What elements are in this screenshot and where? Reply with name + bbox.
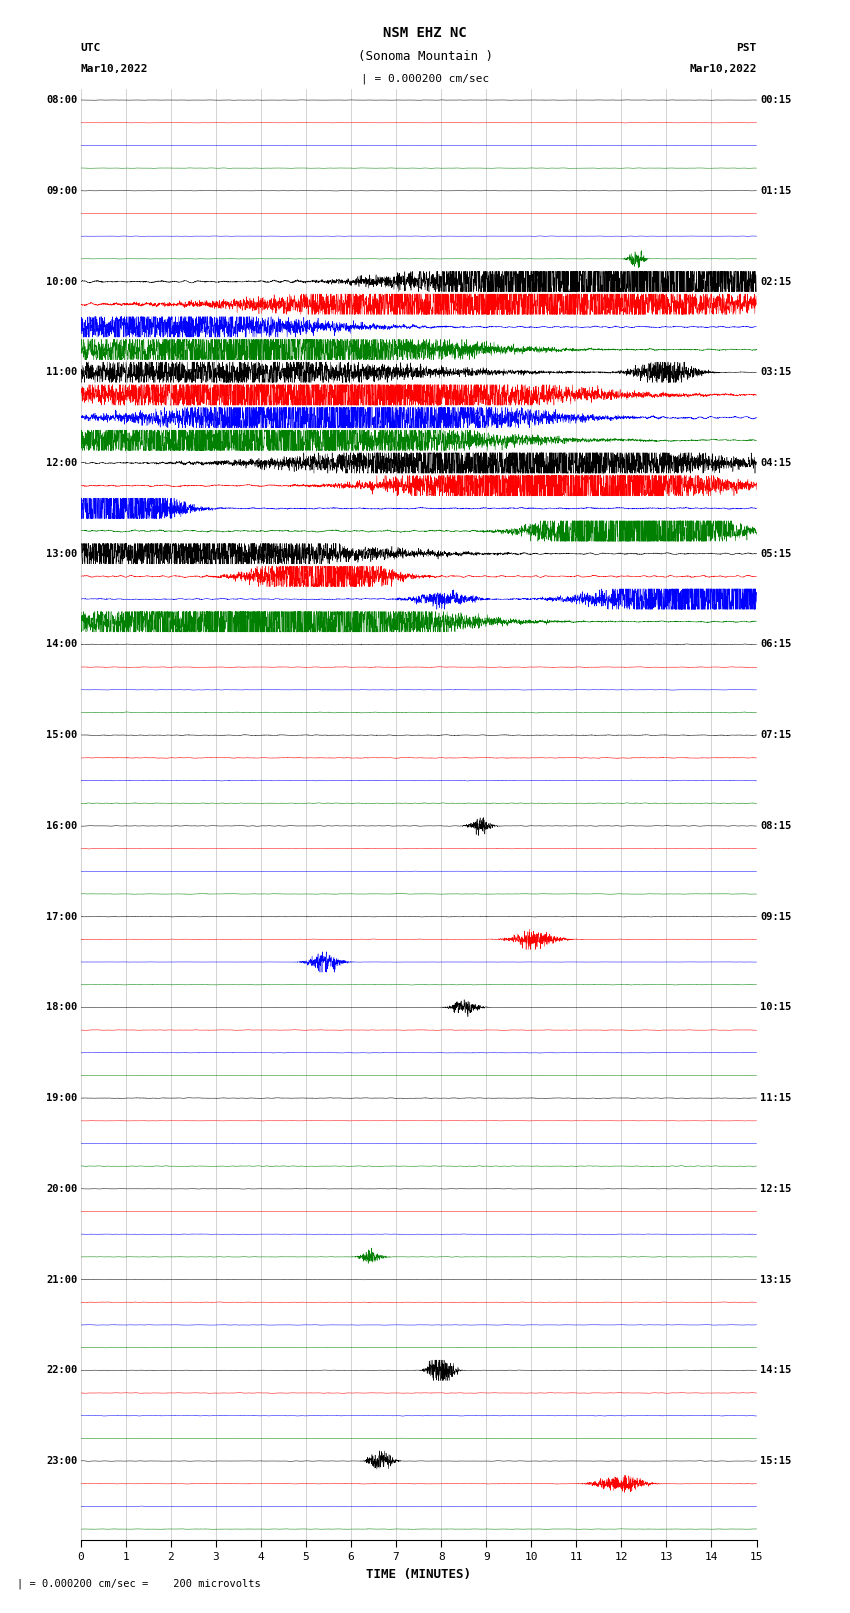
Text: (Sonoma Mountain ): (Sonoma Mountain ): [358, 50, 492, 63]
Text: Mar10,2022: Mar10,2022: [689, 65, 756, 74]
Text: 15:15: 15:15: [760, 1457, 791, 1466]
Text: Mar10,2022: Mar10,2022: [81, 65, 148, 74]
Text: 16:00: 16:00: [46, 821, 77, 831]
Text: 06:15: 06:15: [760, 639, 791, 650]
Text: 09:00: 09:00: [46, 185, 77, 195]
Text: 10:15: 10:15: [760, 1002, 791, 1013]
Text: 21:00: 21:00: [46, 1274, 77, 1284]
Text: 19:00: 19:00: [46, 1094, 77, 1103]
Text: 04:15: 04:15: [760, 458, 791, 468]
Text: 14:15: 14:15: [760, 1365, 791, 1376]
Text: 11:15: 11:15: [760, 1094, 791, 1103]
Text: 00:15: 00:15: [760, 95, 791, 105]
Text: 10:00: 10:00: [46, 276, 77, 287]
Text: 12:00: 12:00: [46, 458, 77, 468]
Text: 20:00: 20:00: [46, 1184, 77, 1194]
Text: 02:15: 02:15: [760, 276, 791, 287]
Text: UTC: UTC: [81, 44, 101, 53]
Text: 09:15: 09:15: [760, 911, 791, 921]
Text: 18:00: 18:00: [46, 1002, 77, 1013]
Text: NSM EHZ NC: NSM EHZ NC: [383, 26, 467, 40]
X-axis label: TIME (MINUTES): TIME (MINUTES): [366, 1568, 471, 1581]
Text: | = 0.000200 cm/sec: | = 0.000200 cm/sec: [361, 73, 489, 84]
Text: 14:00: 14:00: [46, 639, 77, 650]
Text: 03:15: 03:15: [760, 368, 791, 377]
Text: 13:00: 13:00: [46, 548, 77, 558]
Text: 17:00: 17:00: [46, 911, 77, 921]
Text: 01:15: 01:15: [760, 185, 791, 195]
Text: 08:00: 08:00: [46, 95, 77, 105]
Text: 08:15: 08:15: [760, 821, 791, 831]
Text: 15:00: 15:00: [46, 731, 77, 740]
Text: 07:15: 07:15: [760, 731, 791, 740]
Text: 23:00: 23:00: [46, 1457, 77, 1466]
Text: 13:15: 13:15: [760, 1274, 791, 1284]
Text: 11:00: 11:00: [46, 368, 77, 377]
Text: 12:15: 12:15: [760, 1184, 791, 1194]
Text: PST: PST: [736, 44, 756, 53]
Text: | = 0.000200 cm/sec =    200 microvolts: | = 0.000200 cm/sec = 200 microvolts: [17, 1579, 261, 1589]
Text: 05:15: 05:15: [760, 548, 791, 558]
Text: 22:00: 22:00: [46, 1365, 77, 1376]
